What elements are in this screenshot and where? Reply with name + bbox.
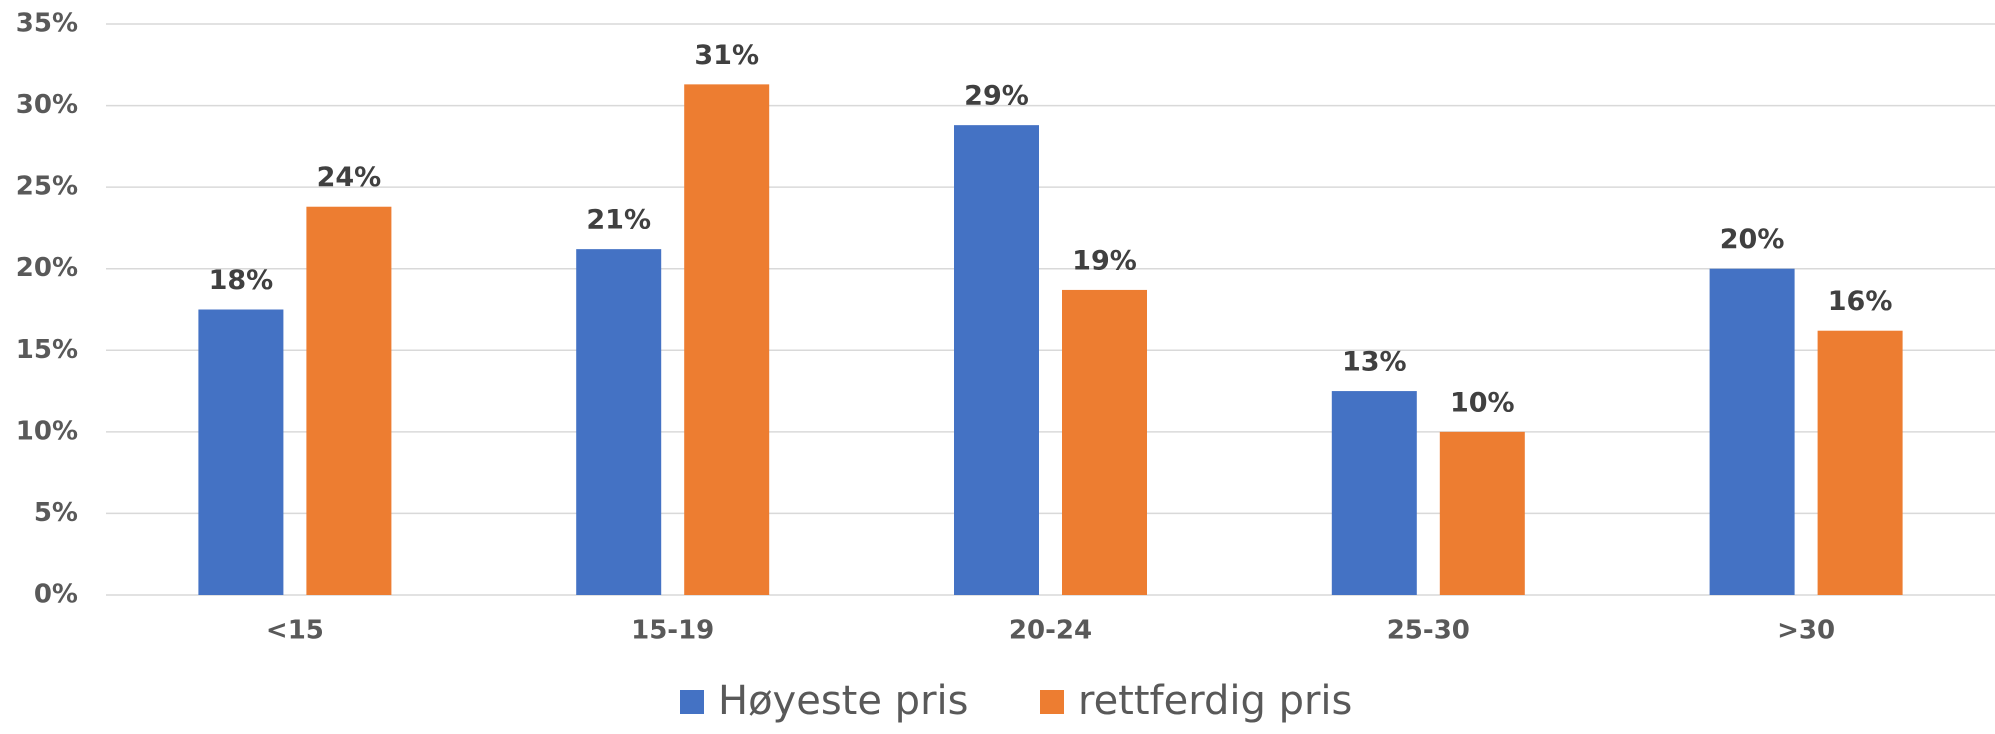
bar <box>1709 268 1795 595</box>
bar <box>1331 391 1417 595</box>
bar <box>306 206 392 595</box>
data-label: 19% <box>1072 245 1137 276</box>
data-label: 16% <box>1828 286 1893 317</box>
legend-swatch <box>1040 690 1064 714</box>
y-tick-label: 30% <box>16 90 78 120</box>
bar <box>576 249 662 595</box>
y-tick-label: 35% <box>16 9 78 39</box>
data-label: 29% <box>964 81 1029 112</box>
data-label: 31% <box>694 40 759 71</box>
x-tick-label: <15 <box>266 616 324 646</box>
data-label: 10% <box>1450 387 1515 418</box>
data-label: 24% <box>317 162 382 193</box>
y-tick-label: 20% <box>16 253 78 283</box>
x-tick-label: 25-30 <box>1387 616 1470 646</box>
bar <box>684 84 770 595</box>
bar <box>1817 330 1903 595</box>
data-label: 13% <box>1342 347 1407 378</box>
y-tick-label: 25% <box>16 172 78 202</box>
y-tick-label: 10% <box>16 416 78 446</box>
data-label: 20% <box>1720 224 1785 255</box>
bar <box>1062 289 1147 595</box>
y-tick-label: 15% <box>16 335 78 365</box>
bar <box>198 309 284 595</box>
bar <box>954 125 1039 596</box>
data-label: 21% <box>586 205 651 236</box>
x-tick-label: 15-19 <box>631 616 714 646</box>
x-tick-label: >30 <box>1777 616 1835 646</box>
x-tick-label: 20-24 <box>1009 616 1092 646</box>
legend-swatch <box>680 690 704 714</box>
data-label: 18% <box>209 265 274 296</box>
y-tick-label: 0% <box>34 580 78 610</box>
bar <box>1439 431 1525 595</box>
legend-label: Høyeste pris <box>718 678 968 724</box>
y-tick-label: 5% <box>34 498 78 528</box>
legend-label: rettferdig pris <box>1078 678 1352 724</box>
